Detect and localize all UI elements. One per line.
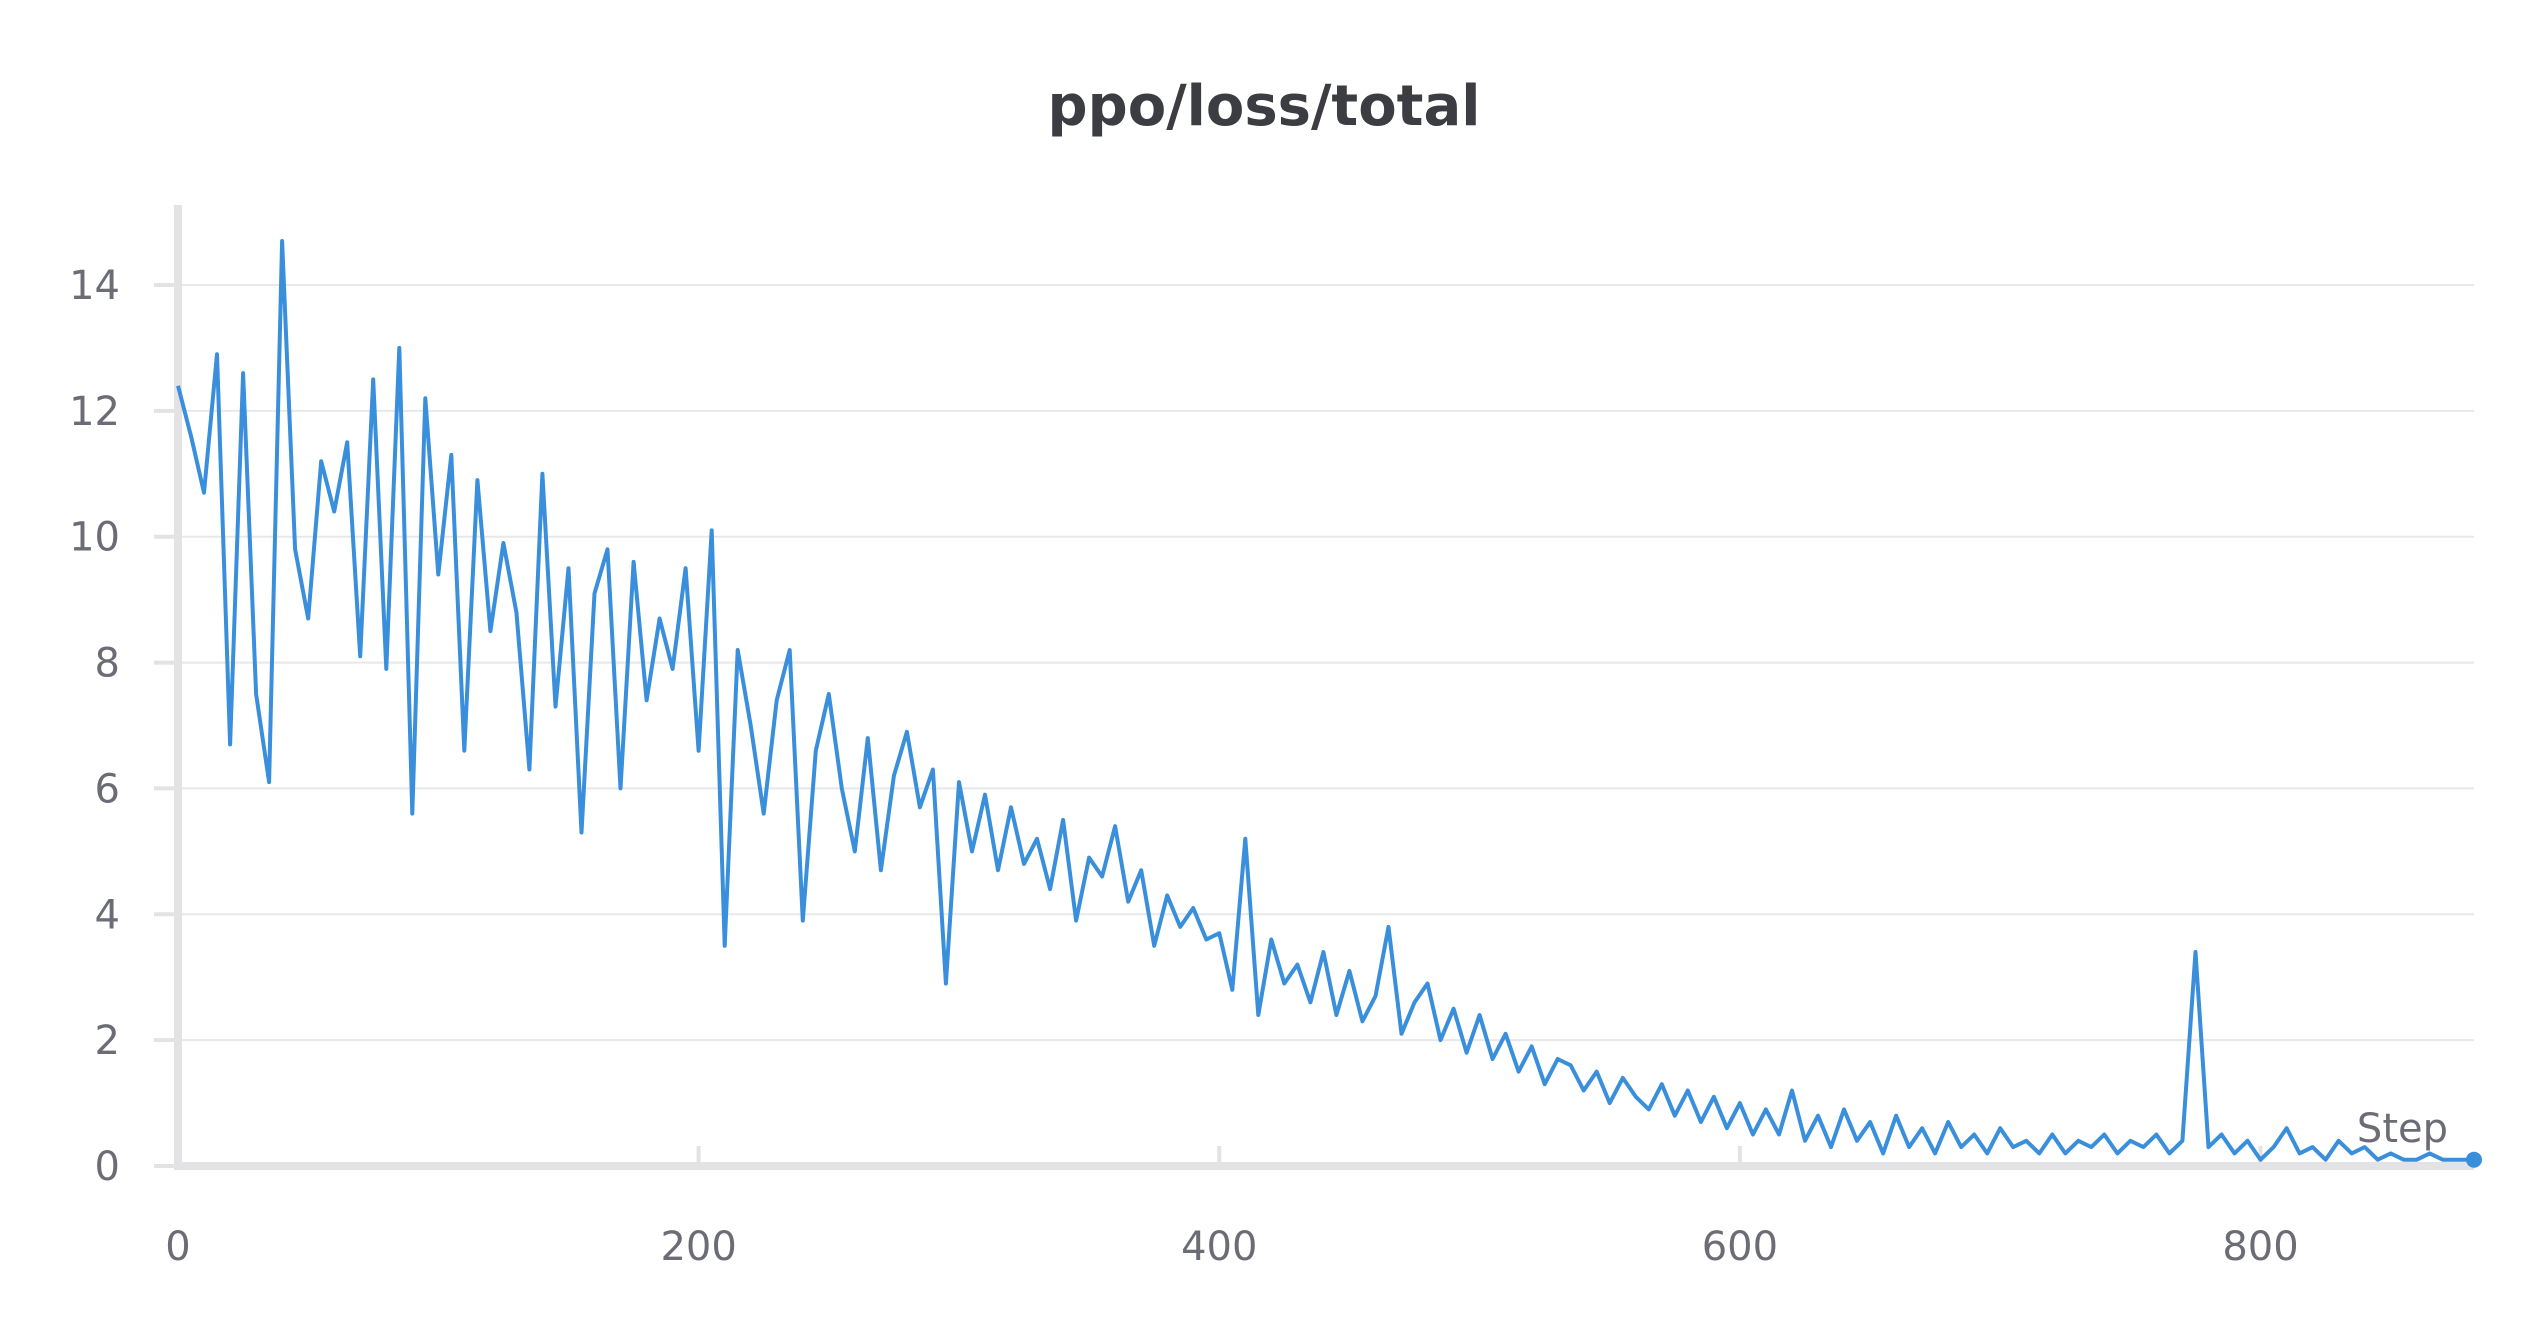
y-tick-label: 10 — [69, 515, 120, 561]
x-tick-label: 400 — [1181, 1224, 1257, 1270]
y-tick-label: 2 — [95, 1018, 120, 1064]
x-tick-label: 200 — [660, 1224, 736, 1270]
y-tick-label: 14 — [69, 263, 120, 309]
y-tick-label: 4 — [95, 892, 120, 938]
x-tick-label: 800 — [2222, 1224, 2298, 1270]
y-tick-label: 0 — [95, 1144, 120, 1190]
series-layer — [176, 239, 2482, 1168]
axis-ticks: 0 2 4 6 8 10 12 14 0 200 400 600 800 — [69, 263, 2299, 1270]
y-tick-label: 6 — [95, 766, 120, 812]
series-line — [176, 239, 2474, 1162]
chart-title: ppo/loss/total — [1047, 74, 1481, 139]
axes — [174, 205, 2474, 1170]
y-tick-label: 8 — [95, 641, 120, 687]
y-tick-label: 12 — [69, 389, 120, 435]
series-end-point — [2466, 1151, 2482, 1168]
x-axis-label: Step — [2357, 1106, 2448, 1152]
x-tick-label: 600 — [1702, 1224, 1778, 1270]
x-tick-label: 0 — [165, 1224, 190, 1270]
